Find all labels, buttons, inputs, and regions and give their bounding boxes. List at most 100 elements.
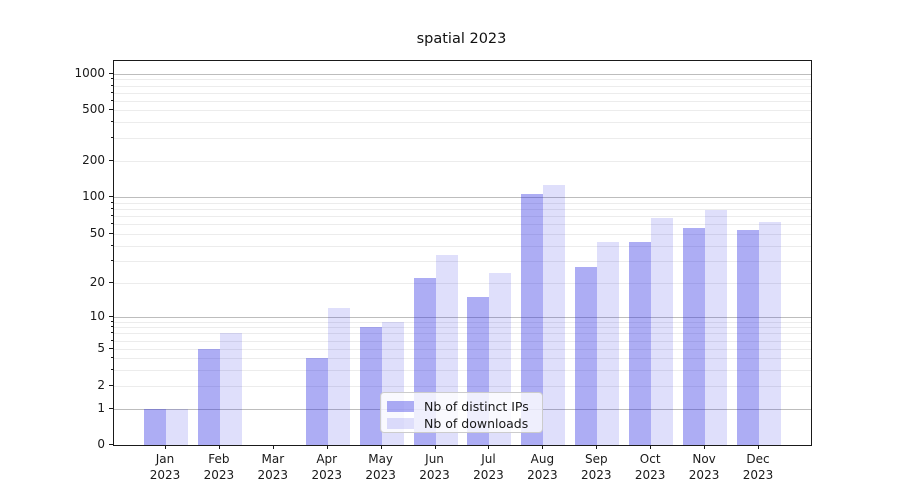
minor-gridline-6 <box>114 340 811 342</box>
chart-title: spatial 2023 <box>416 31 507 47</box>
y-minortick-mark-20 <box>111 282 113 283</box>
minor-gridline-90 <box>114 202 811 204</box>
minor-gridline-9 <box>114 321 811 323</box>
y-minortick-mark-500 <box>111 109 113 110</box>
bar-distinct-ips-jan <box>144 409 166 445</box>
x-tick-mark-jun <box>434 445 436 449</box>
legend-swatch-distinct-ips-icon <box>387 400 414 412</box>
minor-gridline-8 <box>114 327 811 329</box>
y-minortick-mark-6 <box>111 339 113 341</box>
bar-distinct-ips-may <box>359 327 382 445</box>
x-tick-mark-dec <box>758 445 759 449</box>
x-tick-label-apr: Apr 2023 <box>311 452 342 482</box>
x-tick-mark-aug <box>542 445 544 449</box>
y-minortick-mark-80 <box>111 207 113 209</box>
x-tick-mark-nov <box>704 445 706 449</box>
y-tick-mark-100 <box>109 196 113 197</box>
y-tick-label-10: 10 <box>89 309 105 323</box>
y-tick-label-1: 1 <box>97 401 105 415</box>
x-tick-label-jan: Jan 2023 <box>149 452 181 482</box>
bar-distinct-ips-dec <box>737 229 759 445</box>
y-minortick-mark-400 <box>111 121 113 123</box>
x-tick-mark-mar <box>272 445 274 449</box>
bar-distinct-ips-apr <box>305 358 328 445</box>
y-minortick-mark-50 <box>111 233 113 234</box>
minor-gridline-80 <box>114 208 811 210</box>
minor-gridline-2 <box>114 386 811 387</box>
minor-gridline-300 <box>114 138 811 140</box>
x-tick-mark-feb <box>218 445 220 449</box>
y-tick-label-5: 5 <box>97 341 105 355</box>
bar-downloads-apr <box>327 308 350 445</box>
y-tick-label-0: 0 <box>97 437 105 451</box>
minor-gridline-4 <box>114 358 811 359</box>
x-tick-mark-apr <box>326 445 328 449</box>
y-minortick-mark-900 <box>111 78 113 80</box>
y-tick-mark-1000 <box>109 73 113 74</box>
bar-downloads-jan <box>166 409 188 445</box>
bar-downloads-aug <box>543 185 566 445</box>
y-minortick-mark-30 <box>111 260 113 262</box>
x-tick-label-jun: Jun 2023 <box>419 452 450 482</box>
minor-gridline-800 <box>114 85 811 87</box>
y-minortick-mark-800 <box>111 84 113 86</box>
x-tick-label-jul: Jul 2023 <box>473 452 504 482</box>
y-tick-label-50: 50 <box>89 226 105 240</box>
y-tick-label-2: 2 <box>97 378 105 392</box>
x-tick-label-nov: Nov 2023 <box>688 452 720 482</box>
legend-item-distinct-ips: Nb of distinct IPs <box>387 398 536 414</box>
y-minortick-mark-300 <box>111 137 113 139</box>
bar-downloads-nov <box>705 210 728 445</box>
bar-distinct-ips-feb <box>197 349 220 445</box>
x-tick-label-feb: Feb 2023 <box>203 452 235 482</box>
minor-gridline-7 <box>114 333 811 335</box>
bar-downloads-feb <box>219 333 242 445</box>
bar-downloads-sep <box>597 242 620 445</box>
x-tick-label-may: May 2023 <box>365 452 396 482</box>
bar-distinct-ips-aug <box>521 194 544 445</box>
minor-gridline-70 <box>114 216 811 218</box>
y-tick-label-20: 20 <box>89 275 105 289</box>
minor-gridline-5 <box>114 349 811 350</box>
x-tick-label-sep: Sep 2023 <box>580 452 612 482</box>
x-tick-mark-may <box>380 445 382 449</box>
y-minortick-mark-600 <box>111 99 113 101</box>
y-tick-mark-1 <box>109 408 113 409</box>
bar-distinct-ips-oct <box>629 242 652 445</box>
legend-label-distinct-ips: Nb of distinct IPs <box>424 398 529 414</box>
major-gridline-10 <box>114 317 811 318</box>
bar-distinct-ips-nov <box>683 227 706 445</box>
y-tick-label-200: 200 <box>82 153 105 167</box>
minor-gridline-200 <box>114 161 811 162</box>
minor-gridline-700 <box>114 92 811 94</box>
x-tick-mark-jan <box>165 445 166 449</box>
legend-item-downloads: Nb of downloads <box>387 415 536 431</box>
chart-legend: Nb of distinct IPs Nb of downloads <box>380 392 543 433</box>
legend-label-downloads: Nb of downloads <box>424 415 529 431</box>
x-tick-label-mar: Mar 2023 <box>257 452 289 482</box>
y-minortick-mark-70 <box>111 215 113 217</box>
x-tick-label-aug: Aug 2023 <box>527 452 558 482</box>
x-tick-mark-oct <box>650 445 652 449</box>
y-minortick-mark-40 <box>111 244 113 246</box>
minor-gridline-600 <box>114 100 811 102</box>
x-tick-mark-sep <box>596 445 598 449</box>
x-tick-label-dec: Dec 2023 <box>742 452 774 482</box>
y-minortick-mark-9 <box>111 320 113 322</box>
y-tick-mark-10 <box>109 316 113 317</box>
minor-gridline-400 <box>114 122 811 124</box>
minor-gridline-60 <box>114 224 811 226</box>
x-tick-label-oct: Oct 2023 <box>634 452 666 482</box>
x-tick-mark-jul <box>488 445 490 449</box>
bar-distinct-ips-sep <box>575 266 598 445</box>
major-gridline-100 <box>114 197 811 198</box>
minor-gridline-500 <box>114 110 811 111</box>
y-minortick-mark-700 <box>111 91 113 93</box>
y-minortick-mark-4 <box>111 357 113 358</box>
minor-gridline-20 <box>114 283 811 284</box>
minor-gridline-3 <box>114 369 811 371</box>
legend-swatch-downloads-icon <box>387 417 414 429</box>
y-minortick-mark-8 <box>111 326 113 328</box>
y-tick-label-500: 500 <box>82 102 105 116</box>
